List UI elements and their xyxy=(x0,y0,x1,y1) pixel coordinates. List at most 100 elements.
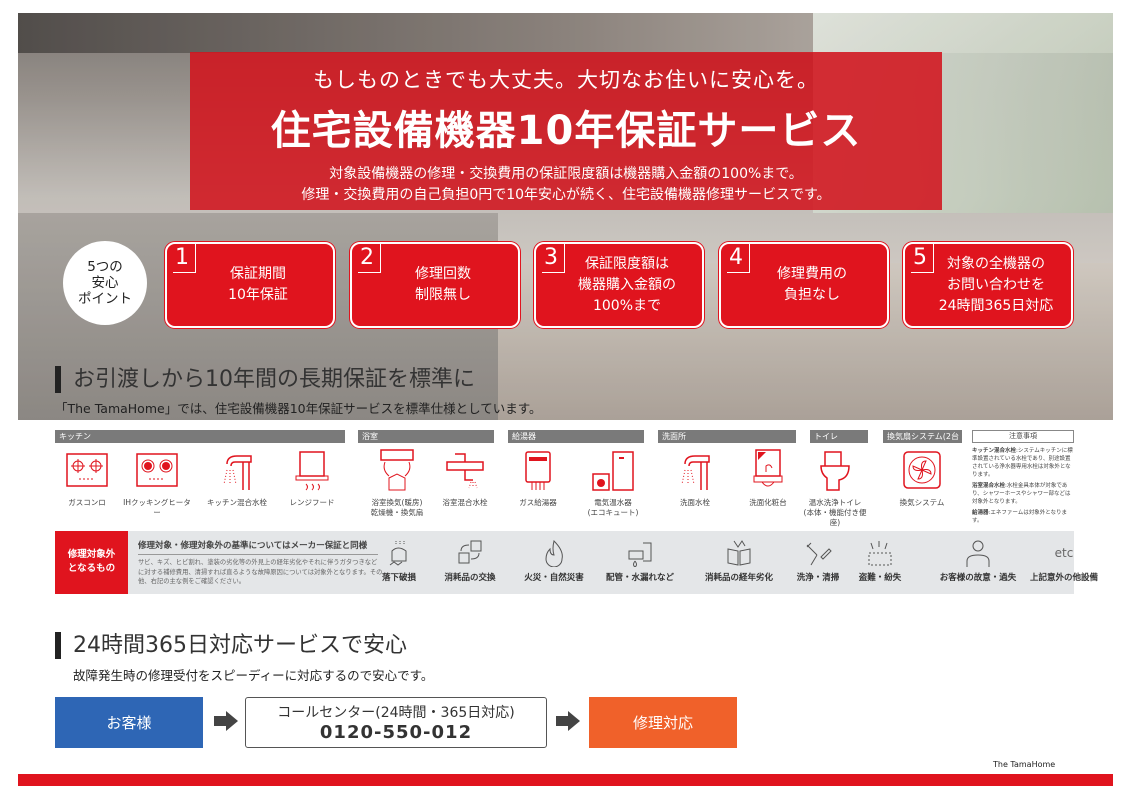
customer-box: お客様 xyxy=(55,697,203,748)
desc-line-2: 修理・交換費用の自己負担0円で10年安心が続く、住宅設備機器修理サービスです。 xyxy=(301,187,831,203)
point-card: 3 保証限度額は 機器購入金額の 100%まで xyxy=(534,242,704,328)
point-text: 保証期間 10年保証 xyxy=(228,266,288,303)
exclusion-label: 落下破損 xyxy=(381,573,416,583)
pipe-leak-icon xyxy=(628,542,652,567)
ventilation-fan-icon xyxy=(903,451,941,489)
tagline: もしものときでも大丈夫。大切なお住いに安心を。 xyxy=(313,68,819,92)
vanity-icon xyxy=(753,449,783,487)
exclusion-label: 洗浄・清掃 xyxy=(796,573,840,583)
note-item: 浴室混合水栓:水栓金具本体が対象であり、シャワーホースやシャワー部などは対象外と… xyxy=(972,482,1074,506)
footer-logo: The TamaHome xyxy=(993,760,1056,769)
category-header: 給湯器 xyxy=(508,430,644,443)
arrow-right-icon xyxy=(556,711,580,731)
note-term: 浴室混合水栓 xyxy=(972,483,1006,489)
device-item: 換気システム xyxy=(887,448,957,508)
call-center-label: コールセンター(24時間・365日対応) xyxy=(277,704,515,721)
exclusion-label: 火災・自然災害 xyxy=(524,573,584,583)
section1-title: お引渡しから10年間の長期保証を標準に xyxy=(55,366,475,393)
note-text: :エネファームは対象外となります。 xyxy=(972,510,1068,524)
device-item: 浴室混合水栓 xyxy=(430,448,500,508)
person-icon xyxy=(966,540,990,567)
device-label: 電気温水器 (エコキュート) xyxy=(587,498,639,517)
device-item: 温水洗浄トイレ (本体・機能付き便座) xyxy=(800,448,870,528)
category-header: 浴室 xyxy=(358,430,494,443)
gas-stove-icon xyxy=(66,453,108,487)
exclusion-item: お客様の故意・過失 xyxy=(933,539,1023,583)
device-item: 電気温水器 (エコキュート) xyxy=(578,448,648,518)
range-hood-icon xyxy=(295,451,329,491)
note-term: 給湯器 xyxy=(972,510,989,516)
point-number: 4 xyxy=(727,244,750,273)
category-header: 洗面所 xyxy=(658,430,796,443)
device-label: レンジフード xyxy=(289,498,335,507)
exclusion-item: 配管・水漏れなど xyxy=(595,539,685,583)
exclusion-label: 消耗品の交換 xyxy=(444,573,496,583)
section1-subtitle: 「The TamaHome」では、住宅設備機器10年保証サービスを標準仕様として… xyxy=(55,401,542,416)
exclusion-label: 配管・水漏れなど xyxy=(605,573,674,583)
note-item: 給湯器:エネファームは対象外となります。 xyxy=(972,509,1074,525)
exclusion-item: etc 上記意外の他設備 xyxy=(1019,539,1109,583)
point-number: 1 xyxy=(173,244,196,273)
hero-banner: もしものときでも大丈夫。大切なお住いに安心を。 住宅設備機器10年保証サービス … xyxy=(190,52,942,210)
device-label: キッチン混合水栓 xyxy=(207,498,267,507)
footer-bar xyxy=(18,774,1113,786)
repair-box: 修理対応 xyxy=(589,697,737,748)
bath-faucet-icon xyxy=(446,453,484,489)
note-item: キッチン混合水栓:システムキッチンに標準設置されている水栓であり、別途設置されて… xyxy=(972,447,1074,479)
desc-line-1: 対象設備機器の修理・交換費用の保証限度額は機器購入金額の100%まで。 xyxy=(329,166,803,182)
exclusion-label: 盗難・紛失 xyxy=(858,573,902,583)
exclusion-item: 洗浄・清掃 xyxy=(773,539,863,583)
notes-box: 注意事項 キッチン混合水栓:システムキッチンに標準設置されている水栓であり、別途… xyxy=(972,430,1074,528)
note-term: キッチン混合水栓 xyxy=(972,448,1017,454)
exclusion-item: 盗難・紛失 xyxy=(835,539,925,583)
exclusion-label: 上記意外の他設備 xyxy=(1029,573,1098,583)
arrow-right-icon xyxy=(214,711,238,731)
drop-damage-icon xyxy=(389,541,407,566)
points-badge: 5つの 安心 ポイント xyxy=(63,241,147,325)
point-text: 修理回数 制限無し xyxy=(415,266,471,303)
device-label: 温水洗浄トイレ (本体・機能付き便座) xyxy=(803,498,867,527)
category-header: トイレ xyxy=(810,430,868,443)
point-card: 1 保証期間 10年保証 xyxy=(165,242,335,328)
exclusions-label: 修理対象外 となるもの xyxy=(55,531,128,594)
device-label: 洗面化粧台 xyxy=(749,498,787,507)
device-label: ガスコンロ xyxy=(68,498,106,507)
device-label: ガス給湯器 xyxy=(519,498,557,507)
point-card: 2 修理回数 制限無し xyxy=(350,242,520,328)
device-label: 換気システム xyxy=(899,498,945,507)
category-header: 換気扇システム(2台まで) xyxy=(883,430,962,454)
phone-number[interactable]: 0120-550-012 xyxy=(319,721,473,743)
device-label: 浴室換気(暖房) 乾燥機・換気扇 xyxy=(370,498,424,517)
bath-dryer-icon xyxy=(380,449,414,491)
point-text: 対象の全機器の お問い合わせを 24時間365日対応 xyxy=(938,255,1054,314)
eco-cute-icon xyxy=(592,451,634,491)
exclusion-item: 消耗品の交換 xyxy=(425,539,515,583)
device-item: ガス給湯器 xyxy=(503,448,573,508)
device-item: 浴室換気(暖房) 乾燥機・換気扇 xyxy=(362,448,432,518)
device-label: IHクッキングヒーター xyxy=(123,498,191,517)
device-label: 洗面水栓 xyxy=(680,498,710,507)
exclusion-item: 火災・自然災害 xyxy=(509,539,599,583)
notes-title: 注意事項 xyxy=(972,430,1074,443)
point-number: 2 xyxy=(358,244,381,273)
kitchen-faucet-icon xyxy=(223,455,252,490)
device-item: レンジフード xyxy=(277,448,347,508)
exclusion-item: 消耗品の経年劣化 xyxy=(694,539,784,583)
wear-icon xyxy=(727,540,751,566)
device-item: 洗面化粧台 xyxy=(733,448,803,508)
gas-water-heater-icon xyxy=(525,451,551,490)
toilet-icon xyxy=(820,451,850,491)
note-text: :水栓金具本体が対象であり、シャワーホースやシャワー部などは対象外となります。 xyxy=(972,483,1071,505)
replace-icon xyxy=(458,540,482,564)
point-number: 3 xyxy=(542,244,565,273)
point-number: 5 xyxy=(911,244,934,273)
point-text: 修理費用の 負担なし xyxy=(777,266,847,303)
washbasin-faucet-icon xyxy=(681,455,710,490)
device-item: 洗面水栓 xyxy=(660,448,730,508)
section2-title: 24時間365日対応サービスで安心 xyxy=(55,632,407,659)
missing-icon xyxy=(868,541,892,566)
category-header: キッチン xyxy=(55,430,345,443)
device-item: IHクッキングヒーター xyxy=(122,448,192,518)
cleaning-tools-icon xyxy=(806,542,832,566)
exclusion-label: 消耗品の経年劣化 xyxy=(704,573,773,583)
